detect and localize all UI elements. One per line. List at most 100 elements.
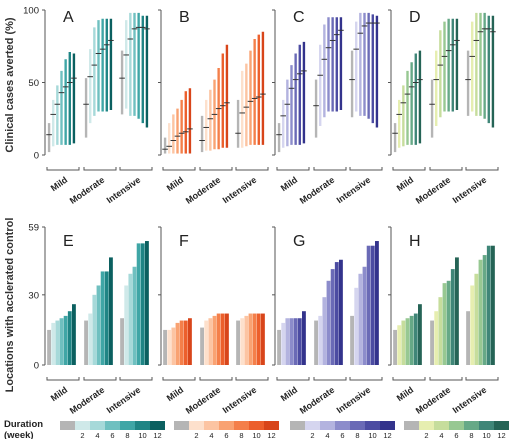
legend-tick-label: 2: [80, 431, 84, 439]
group-bracket: [313, 167, 347, 171]
bar: [175, 322, 180, 365]
bar: [124, 285, 129, 365]
legend-tick-label: 8: [355, 431, 359, 439]
bar: [132, 266, 137, 365]
bar: [486, 245, 491, 365]
panel-letter: E: [63, 233, 74, 250]
group-label: Intensive: [335, 175, 373, 206]
group-bracket: [162, 167, 196, 171]
group-bracket: [276, 167, 310, 171]
legend-tick-label: 10: [482, 431, 490, 439]
bar: [418, 304, 422, 365]
legend-swatch: [60, 421, 75, 430]
bar: [216, 313, 221, 365]
bar: [55, 320, 60, 365]
bar: [136, 243, 141, 365]
y-tick-label: 50: [28, 78, 39, 89]
group-bracket: [199, 377, 233, 381]
bar: [212, 315, 217, 365]
bar: [51, 322, 56, 365]
legend-swatch: [404, 421, 419, 430]
legend-swatch: [335, 421, 350, 430]
legend-tick-label: 2: [310, 431, 314, 439]
bar: [261, 313, 265, 365]
group-label: Moderate: [298, 385, 337, 416]
group-label: Mild: [395, 385, 415, 404]
bar: [334, 262, 339, 365]
group-label: Mild: [279, 175, 299, 194]
bar: [314, 320, 318, 365]
y-tick-label: 59: [28, 223, 39, 234]
bar: [478, 259, 483, 365]
bar: [318, 315, 323, 365]
bar: [72, 304, 76, 365]
bar: [401, 320, 406, 365]
bar: [220, 313, 225, 365]
legend-tick-label: 4: [95, 431, 99, 439]
panel-letter: G: [293, 233, 305, 250]
legend-swatch: [75, 421, 90, 430]
group-label: Moderate: [68, 175, 107, 206]
group-bracket: [162, 377, 196, 381]
group-bracket: [392, 167, 426, 171]
group-label: Mild: [165, 385, 185, 404]
legend-tick-label: 12: [497, 431, 505, 439]
legend-title: Duration: [4, 419, 43, 430]
bar: [128, 273, 133, 365]
panel-letter: D: [409, 9, 421, 26]
bar: [188, 318, 192, 365]
legend-swatch: [305, 421, 320, 430]
bar: [277, 329, 281, 365]
y-tick-label: 0: [34, 361, 39, 372]
legend-swatch: [449, 421, 464, 430]
group-label: Mild: [395, 175, 415, 194]
group-bracket: [199, 167, 233, 171]
bar: [92, 294, 97, 365]
legend-swatch: [350, 421, 365, 430]
bar: [171, 327, 176, 365]
bar: [430, 320, 434, 365]
legend-swatch: [464, 421, 479, 430]
bar: [438, 297, 443, 365]
group-label: Intensive: [105, 175, 143, 206]
bar: [248, 313, 253, 365]
bar: [470, 285, 475, 365]
bar: [96, 285, 101, 365]
panel-letter: C: [293, 9, 305, 26]
legend-swatch: [380, 421, 395, 430]
panel-letter: B: [179, 9, 190, 26]
group-bracket: [465, 377, 499, 381]
legend-swatch: [135, 421, 150, 430]
group-label: Moderate: [414, 175, 453, 206]
legend-swatch: [150, 421, 165, 430]
legend-tick-label: 2: [424, 431, 428, 439]
legend-swatch: [249, 421, 264, 430]
bar: [446, 280, 451, 365]
legend-layer: Duration(week) 2 4 6 8 10 12 2 4 6 8 10 12 2 4 6 8 10 12 2 4…: [4, 419, 509, 439]
bar: [47, 329, 51, 365]
legend-tick-label: 4: [209, 431, 213, 439]
bar: [393, 329, 397, 365]
legend-swatch: [204, 421, 219, 430]
bar: [482, 255, 487, 365]
bar: [163, 329, 167, 365]
bar: [434, 311, 439, 365]
group-label: Intensive: [105, 385, 143, 416]
bar: [293, 318, 298, 365]
group-bracket: [276, 377, 310, 381]
legend-swatch: [90, 421, 105, 430]
bar: [474, 273, 479, 365]
legend-swatch: [189, 421, 204, 430]
legend-swatch: [234, 421, 249, 430]
legend-swatch: [290, 421, 305, 430]
bar: [244, 315, 249, 365]
group-label: Moderate: [184, 175, 223, 206]
bar: [145, 241, 149, 365]
group-bracket: [429, 167, 463, 171]
group-bracket: [235, 167, 269, 171]
group-label: Moderate: [414, 385, 453, 416]
